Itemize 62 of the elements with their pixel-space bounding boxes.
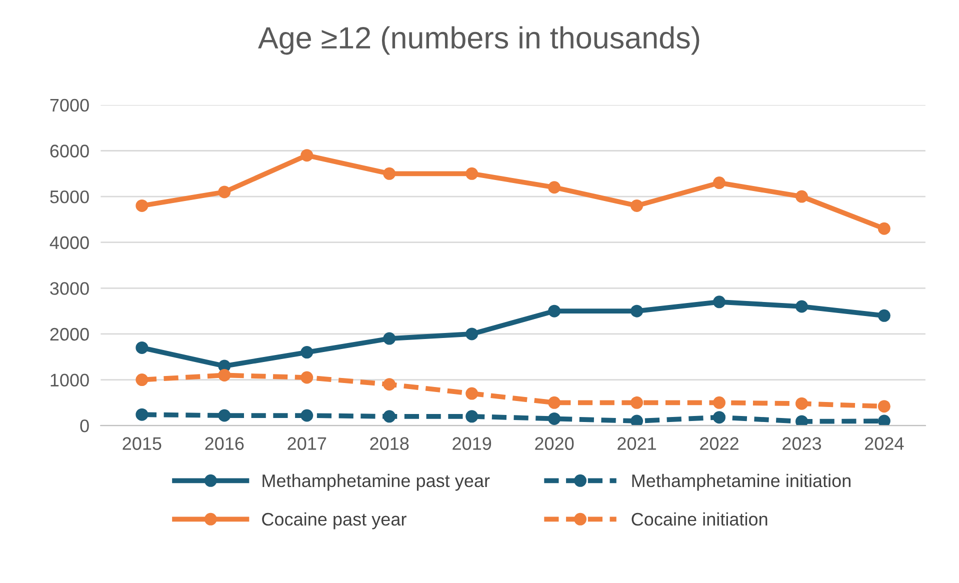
x-tick-label: 2022 bbox=[700, 437, 738, 450]
point bbox=[878, 414, 890, 426]
point bbox=[218, 368, 231, 382]
point bbox=[218, 186, 231, 198]
point bbox=[383, 167, 396, 180]
legend-label: Methamphetamine past year bbox=[262, 474, 490, 491]
point bbox=[878, 309, 890, 322]
point bbox=[713, 396, 726, 409]
point bbox=[383, 378, 396, 391]
point bbox=[713, 411, 726, 424]
point bbox=[136, 341, 148, 354]
point bbox=[300, 409, 314, 422]
x-tick-label: 2021 bbox=[618, 437, 656, 450]
point bbox=[795, 190, 808, 203]
point bbox=[466, 387, 478, 400]
point bbox=[466, 328, 478, 340]
point bbox=[630, 396, 644, 409]
x-tick-label: 2024 bbox=[865, 437, 904, 450]
y-tick-label: 1000 bbox=[50, 374, 89, 387]
x-tick-label: 2020 bbox=[535, 437, 574, 450]
point bbox=[300, 371, 314, 384]
point bbox=[795, 300, 808, 313]
y-tick-label: 5000 bbox=[50, 190, 89, 204]
x-tick-label: 2016 bbox=[205, 437, 244, 450]
y-tick-label: 4000 bbox=[50, 236, 89, 250]
legend-label: Methamphetamine initiation bbox=[632, 474, 850, 491]
point bbox=[383, 410, 396, 423]
point bbox=[548, 304, 561, 318]
point bbox=[630, 414, 644, 426]
y-tick-label: 7000 bbox=[50, 98, 89, 112]
point bbox=[713, 296, 726, 308]
point bbox=[878, 400, 890, 413]
x-tick-label: 2015 bbox=[122, 437, 162, 450]
legend-label: Cocaine initiation bbox=[632, 512, 768, 526]
point bbox=[713, 176, 726, 190]
point bbox=[878, 222, 890, 235]
y-tick-label: 3000 bbox=[50, 282, 89, 295]
point bbox=[300, 149, 314, 162]
point bbox=[218, 409, 231, 422]
point bbox=[136, 408, 148, 421]
point bbox=[548, 412, 561, 425]
point bbox=[795, 397, 808, 410]
y-tick-label: 6000 bbox=[50, 144, 89, 158]
point bbox=[630, 304, 644, 318]
point bbox=[548, 396, 561, 409]
point bbox=[136, 199, 148, 212]
x-tick-label: 2019 bbox=[452, 437, 492, 450]
x-tick-label: 2017 bbox=[288, 437, 326, 450]
point bbox=[630, 199, 644, 212]
point bbox=[136, 374, 148, 386]
point bbox=[548, 181, 561, 194]
x-tick-label: 2018 bbox=[370, 437, 409, 450]
chart-title: Age ≥12 (numbers in thousands) bbox=[258, 26, 700, 55]
point bbox=[466, 167, 478, 180]
y-tick-label: 2000 bbox=[50, 328, 89, 341]
point bbox=[466, 410, 478, 423]
y-tick-label: 0 bbox=[80, 420, 89, 432]
legend-label: Cocaine past year bbox=[262, 512, 406, 530]
point bbox=[795, 415, 808, 426]
point bbox=[300, 346, 314, 359]
x-tick-label: 2023 bbox=[782, 437, 822, 450]
point bbox=[383, 332, 396, 345]
